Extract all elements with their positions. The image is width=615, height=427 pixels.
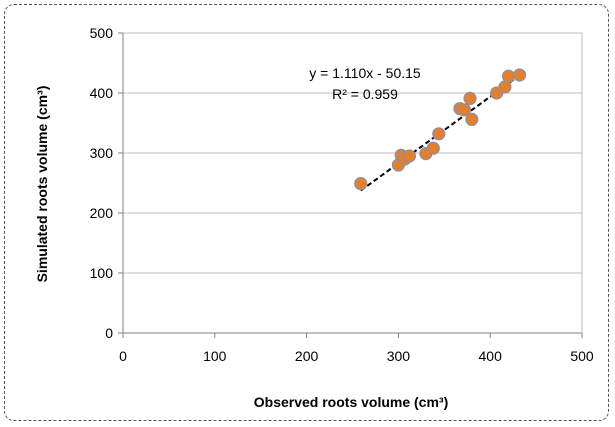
x-tick-label-200: 200 xyxy=(295,348,319,364)
data-point-6 xyxy=(426,141,440,155)
data-point-0 xyxy=(354,177,368,191)
data-point-9 xyxy=(457,103,472,117)
y-tick-label-500: 500 xyxy=(90,25,114,41)
y-tick-label-100: 100 xyxy=(90,265,114,281)
y-tick-label-300: 300 xyxy=(90,145,114,161)
data-point-15 xyxy=(512,68,527,82)
y-tick-label-400: 400 xyxy=(90,85,114,101)
y-tick-label-200: 200 xyxy=(90,205,114,221)
chart-frame xyxy=(4,4,609,421)
y-axis-title: Simulated roots volume (cm³) xyxy=(34,86,50,283)
data-point-11 xyxy=(465,112,479,127)
x-tick-label-400: 400 xyxy=(479,348,503,364)
x-tick-label-300: 300 xyxy=(387,348,411,364)
data-point-10 xyxy=(463,91,477,106)
data-point-14 xyxy=(501,69,516,83)
data-point-7 xyxy=(432,127,446,141)
data-points xyxy=(354,68,527,191)
x-axis-title: Observed roots volume (cm³) xyxy=(254,394,449,410)
trendline-equation: y = 1.110x - 50.15 xyxy=(309,65,421,81)
x-tick-label-0: 0 xyxy=(119,348,127,364)
x-tick-label-100: 100 xyxy=(203,348,227,364)
data-point-13 xyxy=(498,80,512,94)
y-tick-label-0: 0 xyxy=(105,325,113,341)
tick-labels: 0 100 200 300 400 500 0 100 200 300 400 500 xyxy=(90,25,594,364)
x-tick-label-500: 500 xyxy=(570,348,594,364)
axes xyxy=(118,32,583,338)
data-point-4 xyxy=(402,149,417,163)
r-squared-label: R² = 0.959 xyxy=(332,86,398,102)
